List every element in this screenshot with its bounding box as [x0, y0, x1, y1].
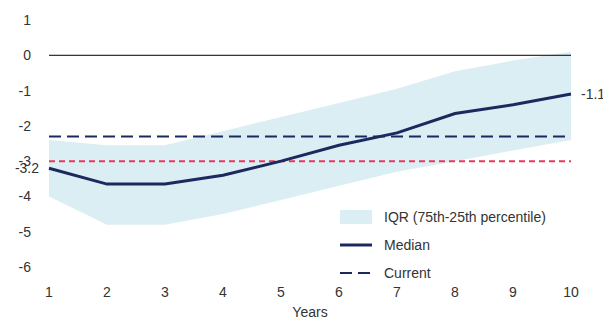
- svg-text:-2: -2: [19, 118, 32, 134]
- svg-text:10: 10: [563, 284, 579, 300]
- svg-text:7: 7: [393, 284, 401, 300]
- svg-text:-4: -4: [19, 188, 32, 204]
- svg-text:6: 6: [335, 284, 343, 300]
- svg-text:1: 1: [45, 284, 53, 300]
- svg-text:-3.2: -3.2: [15, 160, 39, 176]
- html-text:IQR (75th-25th percentile): IQR (75th-25th percentile): [384, 209, 546, 225]
- svg-text:8: 8: [451, 284, 459, 300]
- html-text:Current: Current: [384, 265, 431, 281]
- svg-text:2: 2: [103, 284, 111, 300]
- svg-text:-6: -6: [19, 259, 32, 275]
- svg-text:0: 0: [23, 47, 31, 63]
- svg-text:4: 4: [219, 284, 227, 300]
- svg-text:1: 1: [23, 12, 31, 28]
- svg-text:9: 9: [509, 284, 517, 300]
- svg-text:-1.1: -1.1: [581, 86, 603, 102]
- html-text:Median: Median: [384, 237, 430, 253]
- svg-text:3: 3: [161, 284, 169, 300]
- svg-text:5: 5: [277, 284, 285, 300]
- svg-text:-5: -5: [19, 224, 32, 240]
- svg-text:-1: -1: [19, 83, 32, 99]
- svg-text:Years: Years: [292, 304, 327, 320]
